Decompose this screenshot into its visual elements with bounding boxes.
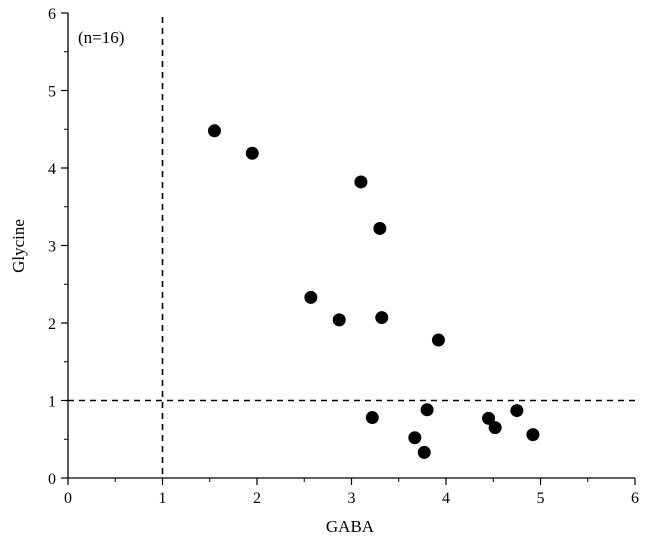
x-axis-label: GABA <box>326 517 375 536</box>
y-tick-label: 3 <box>48 239 56 256</box>
reference-lines <box>68 17 635 478</box>
x-tick-label: 0 <box>64 490 72 507</box>
labels: (n=16) GABA Glycine <box>9 28 375 536</box>
data-point <box>332 313 346 327</box>
data-point <box>482 411 496 425</box>
data-point <box>417 445 431 459</box>
data-point <box>526 428 540 442</box>
data-point <box>488 421 502 435</box>
axes: 0 1 2 3 4 5 6 0 1 2 3 4 5 6 <box>48 6 639 507</box>
x-tick-label: 3 <box>348 490 356 507</box>
y-tick-label: 5 <box>48 84 56 101</box>
x-tick-label: 6 <box>631 490 639 507</box>
x-tick-label: 4 <box>442 490 450 507</box>
y-tick-label: 1 <box>48 394 56 411</box>
y-axis-label: Glycine <box>9 219 28 273</box>
sample-size-annotation: (n=16) <box>78 28 124 47</box>
y-tick-label: 2 <box>48 316 56 333</box>
x-tick-label: 5 <box>537 490 545 507</box>
y-tick-label: 0 <box>48 471 56 488</box>
data-point <box>365 411 379 425</box>
x-tick-label: 1 <box>159 490 167 507</box>
data-points <box>207 124 540 459</box>
y-tick-label: 4 <box>48 161 56 178</box>
data-point <box>510 404 524 418</box>
data-point <box>373 221 387 235</box>
data-point <box>408 431 422 445</box>
data-point <box>375 311 389 325</box>
data-point <box>420 403 434 417</box>
data-point <box>354 175 368 189</box>
y-tick-label: 6 <box>48 6 56 23</box>
data-point <box>207 124 221 138</box>
data-point <box>431 333 445 347</box>
x-tick-label: 2 <box>253 490 261 507</box>
data-point <box>304 290 318 304</box>
data-point <box>245 146 259 160</box>
